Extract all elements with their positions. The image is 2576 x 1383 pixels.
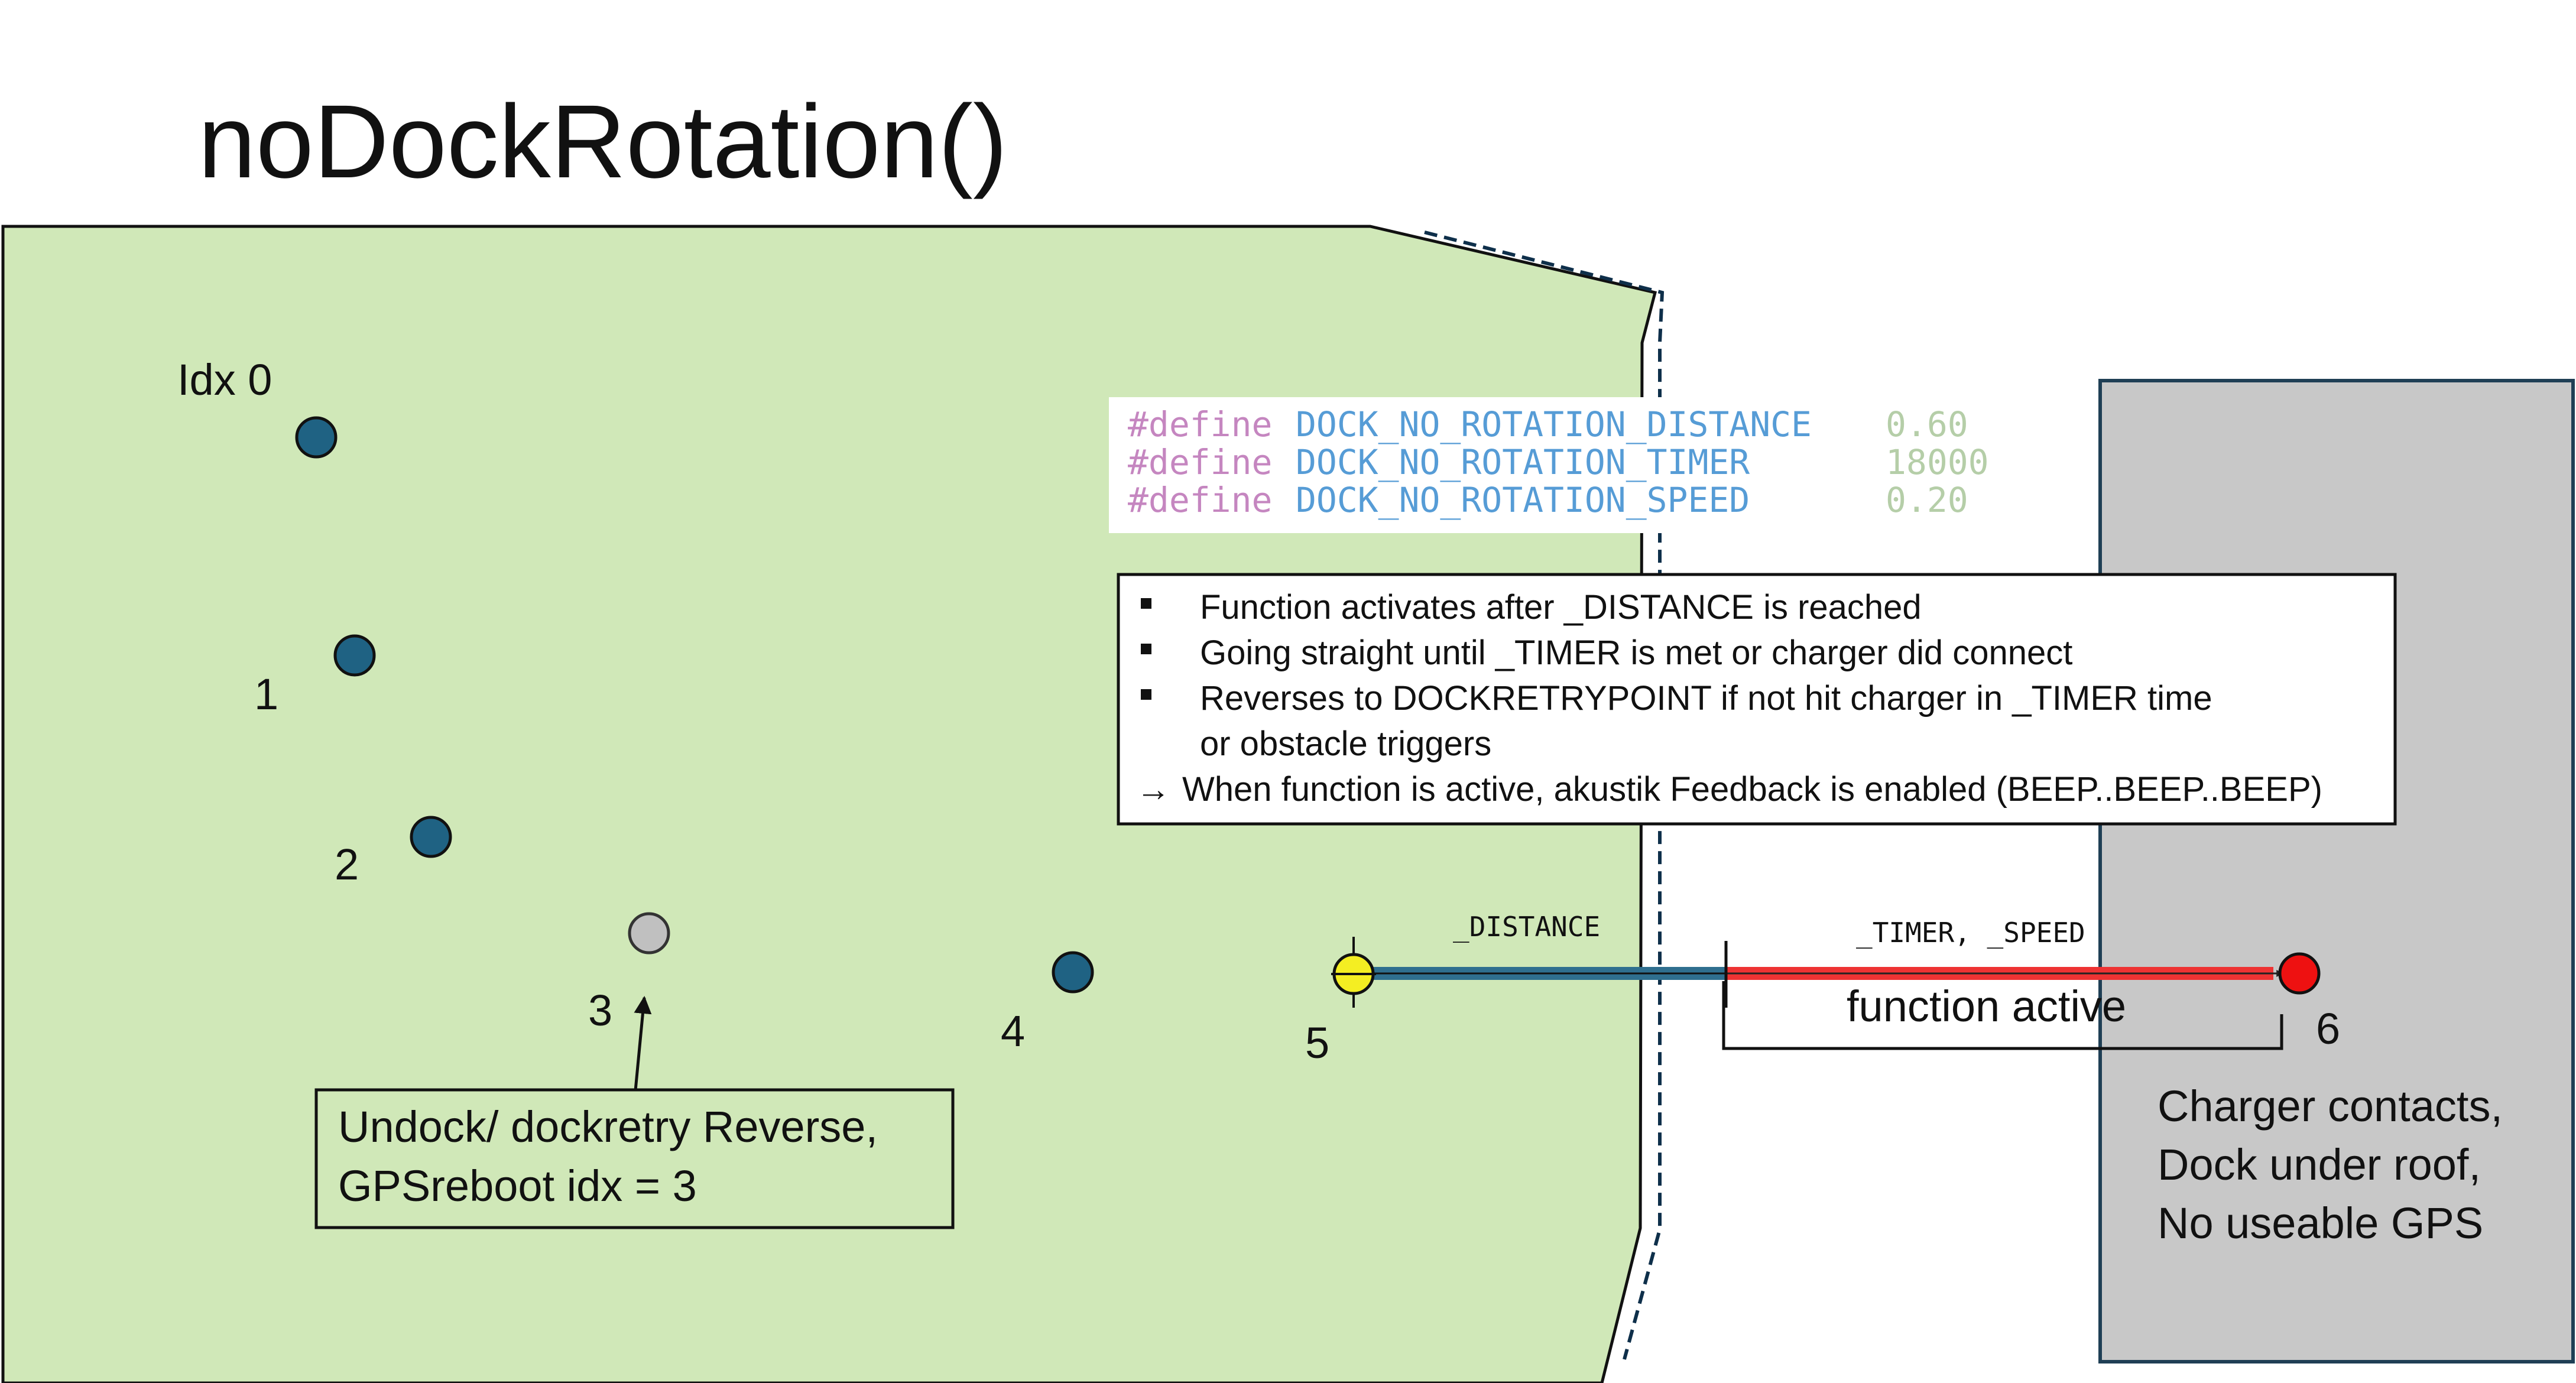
point-label-2: 2 <box>335 840 359 889</box>
point-label-5: 5 <box>1305 1018 1329 1067</box>
function-active-label: function active <box>1847 982 2126 1031</box>
notes-box <box>1117 573 2397 826</box>
note-bullet-continuation: or obstacle triggers <box>1200 725 1491 763</box>
point-2 <box>410 816 452 858</box>
point-1 <box>333 634 376 677</box>
point-3 <box>628 912 670 955</box>
point-0 <box>295 416 338 459</box>
define-name: DOCK_NO_ROTATION_TIMER <box>1296 442 1750 482</box>
point-label-1: 1 <box>254 670 278 719</box>
define-value: 0.60 <box>1886 404 1968 444</box>
bullet-icon <box>1141 644 1151 654</box>
define-value: 0.20 <box>1886 480 1968 520</box>
define-lines: #define DOCK_NO_ROTATION_DISTANCE 0.60 #… <box>1128 404 1989 520</box>
note-arrow-line: → When function is active, akustik Feedb… <box>1136 770 2322 809</box>
define-name: DOCK_NO_ROTATION_DISTANCE <box>1296 404 1812 444</box>
define-keyword: #define <box>1128 480 1272 520</box>
note-bullet: Going straight until _TIMER is met or ch… <box>1200 634 2072 672</box>
charger-line-2: Dock under roof, <box>2158 1140 2481 1189</box>
bullet-icon <box>1141 598 1151 609</box>
dashed-boundary <box>1424 230 1665 1360</box>
function-active-bracket <box>1722 981 2283 1050</box>
define-keyword: #define <box>1128 442 1272 482</box>
define-name: DOCK_NO_ROTATION_SPEED <box>1296 480 1750 520</box>
point-4 <box>1052 951 1094 994</box>
undock-arrow <box>634 996 652 1091</box>
note-bullet: Function activates after _DISTANCE is re… <box>1200 588 1922 626</box>
notes-list: Function activates after _DISTANCE is re… <box>1136 588 2322 809</box>
define-line: #define DOCK_NO_ROTATION_TIMER 18000 <box>1128 442 1989 482</box>
timer-speed-label: _TIMER, _SPEED <box>1856 917 2085 949</box>
undock-line-2: GPSreboot idx = 3 <box>338 1161 697 1210</box>
define-value: 18000 <box>1886 442 1989 482</box>
point-labels: Idx 0 1 2 3 4 5 6 <box>177 355 2340 1067</box>
point-label-4: 4 <box>1001 1007 1025 1056</box>
charger-line-1: Charger contacts, <box>2158 1082 2503 1131</box>
note-bullet: Reverses to DOCKRETRYPOINT if not hit ch… <box>1200 679 2212 718</box>
dock-area <box>2098 379 2575 1363</box>
define-line: #define DOCK_NO_ROTATION_DISTANCE 0.60 <box>1128 404 1968 444</box>
charger-text: Charger contacts, Dock under roof, No us… <box>2158 1082 2503 1248</box>
point-6 <box>2278 952 2321 995</box>
define-keyword: #define <box>1128 404 1272 444</box>
point-label-6: 6 <box>2316 1004 2340 1053</box>
code-box <box>1109 397 1984 533</box>
undock-box <box>314 1088 955 1229</box>
define-line: #define DOCK_NO_ROTATION_SPEED 0.20 <box>1128 480 1968 520</box>
bullet-icon <box>1141 689 1151 700</box>
distance-label: _DISTANCE <box>1453 911 1600 943</box>
undock-line-1: Undock/ dockretry Reverse, <box>338 1102 878 1151</box>
note-arrow-text: When function is active, akustik Feedbac… <box>1182 770 2322 809</box>
point-label-3: 3 <box>588 986 612 1035</box>
charger-line-3: No useable GPS <box>2158 1199 2483 1248</box>
page-title: noDockRotation() <box>198 84 1008 200</box>
point-label-0: Idx 0 <box>177 355 272 404</box>
right-arrow-icon: → <box>1136 770 1170 809</box>
